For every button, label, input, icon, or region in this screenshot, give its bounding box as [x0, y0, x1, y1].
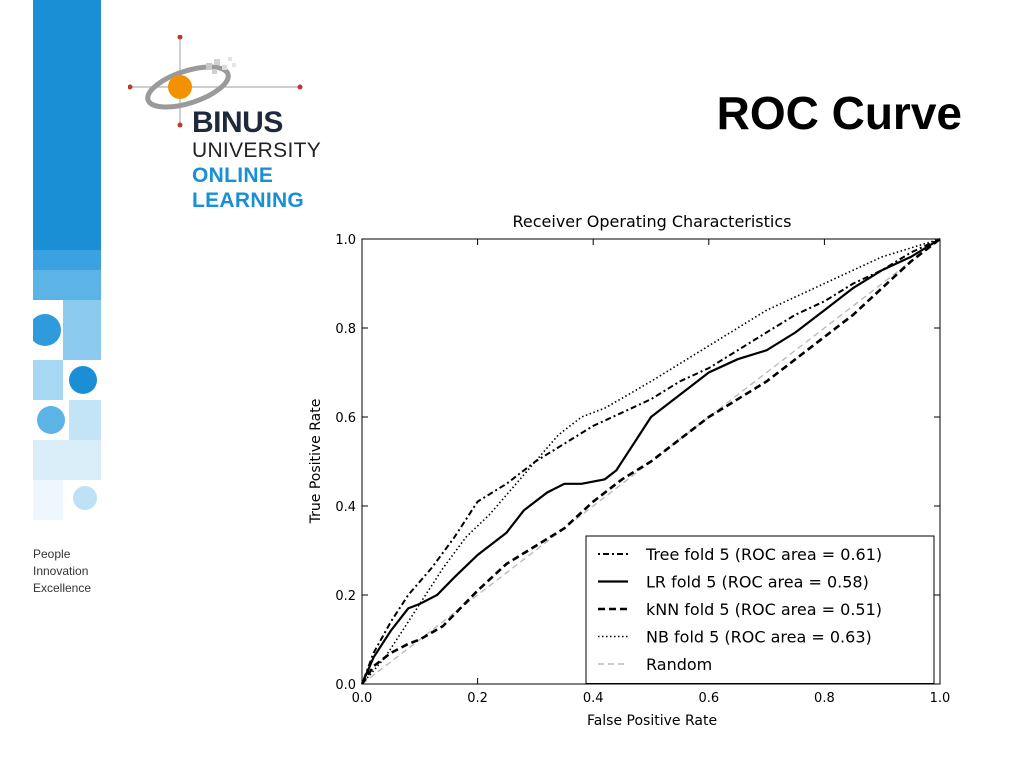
series-line-1 — [360, 238, 941, 685]
y-axis-label: True Positive Rate — [308, 399, 324, 525]
brand-wordmark: BINUS UNIVERSITY ONLINE LEARNING — [192, 108, 321, 213]
x-tick-label: 0.2 — [467, 691, 488, 706]
y-tick-label: 0.2 — [335, 589, 356, 604]
x-tick-label: 1.0 — [930, 691, 951, 706]
x-tick-label: 0.8 — [814, 691, 835, 706]
legend: Tree fold 5 (ROC area = 0.61) LR fold 5 (… — [585, 535, 935, 684]
y-tick-label: 1.0 — [335, 233, 356, 248]
y-tick-label: 0.4 — [335, 500, 356, 515]
brand-line-online: ONLINE — [192, 164, 274, 187]
legend-label: NB fold 5 (ROC area = 0.63) — [646, 628, 872, 647]
series-line-0 — [361, 238, 941, 685]
legend-label: Random — [646, 655, 712, 674]
tagline-people: People — [33, 547, 71, 561]
x-tick-label: 0.4 — [583, 691, 604, 706]
tagline-innovation: Innovation — [33, 564, 89, 578]
tagline-excellence: Excellence — [33, 581, 92, 595]
brand-line-university: UNIVERSITY — [192, 139, 322, 162]
series-line-2 — [360, 237, 941, 685]
binus-logo — [128, 35, 303, 128]
x-tick-label: 0.6 — [698, 691, 719, 706]
roc-chart: Receiver Operating Characteristics False… — [308, 212, 951, 729]
brand-line-binus: BINUS — [192, 106, 283, 139]
legend-box — [585, 535, 935, 684]
series-line-3 — [361, 238, 941, 685]
legend-label: LR fold 5 (ROC area = 0.58) — [646, 573, 869, 592]
tagline: People Innovation Excellence — [33, 546, 153, 597]
slide-title: ROC Curve — [716, 87, 962, 139]
y-tick-label: 0.0 — [335, 678, 356, 693]
y-tick-label: 0.6 — [335, 411, 356, 426]
sidebar-decoration — [33, 0, 101, 520]
legend-label: kNN fold 5 (ROC area = 0.51) — [646, 600, 882, 619]
chart-title: Receiver Operating Characteristics — [512, 212, 791, 231]
y-tick-label: 0.8 — [335, 322, 356, 337]
legend-label: Tree fold 5 (ROC area = 0.61) — [645, 545, 882, 564]
brand-line-learning: LEARNING — [192, 189, 305, 212]
x-axis-label: False Positive Rate — [587, 713, 717, 729]
x-tick-label: 0.0 — [352, 691, 373, 706]
